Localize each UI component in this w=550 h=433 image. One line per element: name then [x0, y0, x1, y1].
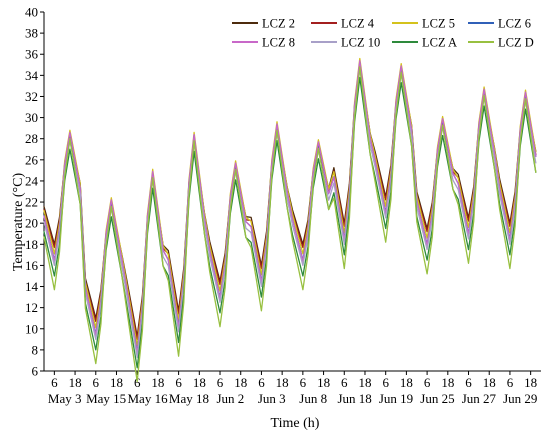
x-tick-label: 18 [151, 375, 164, 390]
y-tick-label: 10 [25, 321, 38, 336]
series-line-lcz-10 [43, 68, 537, 358]
x-tick-label: 6 [424, 375, 431, 390]
x-day-label: Jun 3 [258, 391, 286, 406]
x-tick-label: 6 [300, 375, 307, 390]
x-tick-label: 6 [341, 375, 348, 390]
y-tick-label: 34 [25, 68, 39, 83]
x-tick-label: 18 [524, 375, 537, 390]
x-day-label: Jun 25 [420, 391, 454, 406]
x-tick-label: 18 [358, 375, 371, 390]
legend: LCZ 2 LCZ 4 LCZ 5 LCZ 6 LCZ 8 LCZ 10 LCZ A LCZ … [232, 17, 534, 50]
y-tick-label: 6 [32, 364, 39, 379]
x-tick-label: 18 [234, 375, 247, 390]
x-day-label: May 18 [169, 391, 209, 406]
y-tick-label: 12 [25, 300, 38, 315]
y-tick-label: 16 [25, 258, 39, 273]
series-line-lcz-d [43, 66, 537, 383]
y-tick-label: 14 [25, 279, 39, 294]
legend-label-lcz-d: LCZ D [498, 36, 534, 50]
y-tick-label: 40 [25, 5, 38, 20]
y-tick-label: 26 [25, 152, 39, 167]
x-tick-label: 18 [400, 375, 413, 390]
x-tick-label: 6 [175, 375, 182, 390]
x-tick-label: 6 [93, 375, 100, 390]
y-tick-label: 38 [25, 26, 38, 41]
legend-label-lcz-a: LCZ A [422, 36, 457, 50]
legend-label-lcz-8: LCZ 8 [262, 36, 295, 50]
y-axis-title: Temperature (°C) [11, 173, 26, 272]
legend-label-lcz-10: LCZ 10 [341, 36, 380, 50]
x-tick-label: 6 [465, 375, 472, 390]
x-tick-label: 6 [51, 375, 58, 390]
series-line-lcz-5 [43, 57, 537, 347]
series-line-lcz-8 [43, 59, 537, 354]
x-tick-label: 6 [507, 375, 514, 390]
x-day-label: Jun 18 [337, 391, 371, 406]
x-tick-label: 18 [483, 375, 496, 390]
x-day-label: May 3 [48, 391, 82, 406]
y-tick-label: 20 [25, 216, 38, 231]
x-tick-label: 18 [317, 375, 330, 390]
x-tick-label: 18 [276, 375, 289, 390]
x-tick-label: 6 [134, 375, 141, 390]
legend-label-lcz-5: LCZ 5 [422, 17, 455, 31]
y-tick-label: 32 [25, 89, 38, 104]
x-day-label: May 16 [127, 391, 168, 406]
x-day-label: Jun 8 [299, 391, 327, 406]
x-day-label: Jun 29 [503, 391, 537, 406]
x-tick-label: 6 [258, 375, 265, 390]
series-lines [43, 57, 537, 383]
y-tick-label: 18 [25, 237, 38, 252]
x-tick-label: 6 [217, 375, 224, 390]
y-tick-label: 36 [25, 47, 39, 62]
x-day-label: Jun 19 [379, 391, 413, 406]
x-tick-label: 18 [441, 375, 454, 390]
x-tick-label: 18 [110, 375, 123, 390]
x-day-label: Jun 2 [216, 391, 244, 406]
y-tick-label: 24 [25, 173, 39, 188]
x-tick-label: 6 [382, 375, 389, 390]
legend-label-lcz-4: LCZ 4 [341, 17, 375, 31]
x-axis-title: Time (h) [271, 416, 320, 431]
y-tick-label: 22 [25, 195, 38, 210]
y-tick-label: 8 [32, 342, 39, 357]
legend-label-lcz-6: LCZ 6 [498, 17, 531, 31]
y-tick-label: 30 [25, 110, 38, 125]
x-tick-label: 18 [193, 375, 206, 390]
y-tick-label: 28 [25, 131, 38, 146]
x-day-label: May 15 [86, 391, 126, 406]
x-tick-label: 18 [69, 375, 82, 390]
legend-label-lcz-2: LCZ 2 [262, 17, 295, 31]
x-day-label: Jun 27 [462, 391, 497, 406]
